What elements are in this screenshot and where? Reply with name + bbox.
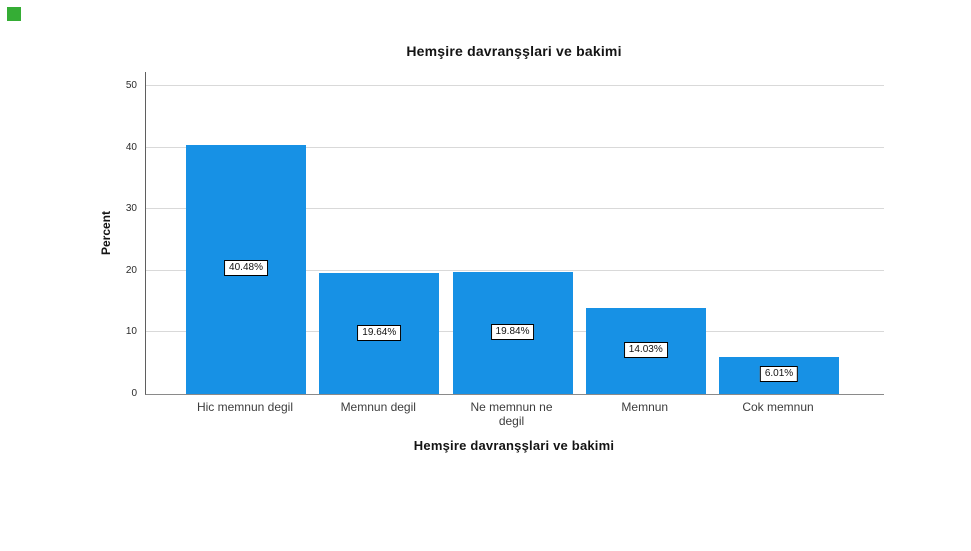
x-category-label: Memnun degil [340, 400, 416, 414]
x-category-label: Ne memnun ne degil [470, 400, 553, 428]
bar-value-label: 19.84% [490, 323, 535, 340]
y-tick-label: 10 [125, 326, 137, 338]
y-tick-label: 30 [125, 203, 137, 215]
bar-value-label: 14.03% [623, 341, 668, 358]
x-category-label: Memnun [621, 400, 669, 414]
green-corner-marker [7, 7, 21, 21]
bar-value-label: 6.01% [759, 366, 799, 383]
y-tick-label: 20 [125, 264, 137, 276]
bar-value-label: 19.64% [357, 324, 402, 341]
y-axis-label: Percent [99, 210, 113, 256]
y-tick-label: 0 [131, 388, 137, 399]
bar-value-label: 40.48% [224, 260, 268, 277]
x-category-label: Hic memnun degil [196, 400, 294, 414]
y-tick-label: 50 [125, 80, 137, 92]
gridline [146, 146, 884, 148]
gridline [146, 208, 884, 210]
y-tick-label: 40 [125, 141, 137, 153]
chart-title: Hemşire davranşşlari ve bakimi [406, 43, 622, 59]
x-axis-title: Hemşire davranşşlari ve bakimi [413, 438, 615, 453]
gridline [146, 85, 884, 87]
plot-area: 40.48% 19.64% 19.84% 14.03% 6.01% [145, 72, 884, 395]
gridline [146, 269, 884, 271]
x-category-label: Cok memnun [742, 400, 814, 414]
